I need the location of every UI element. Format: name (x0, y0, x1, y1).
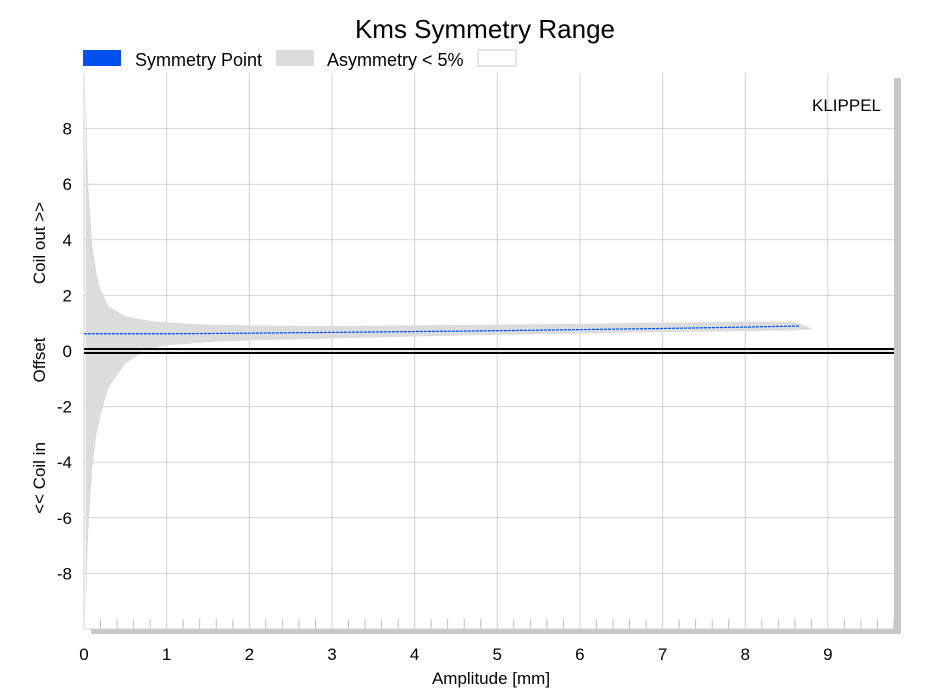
legend: Symmetry Point Asymmetry < 5% (83, 49, 517, 70)
y-tick-label-4: 0 (63, 342, 72, 361)
y-tick-labels: 8 6 4 2 0 -2 -4 -6 -8 (57, 120, 72, 584)
y-tick-label-3: 2 (63, 286, 72, 305)
legend-label-symmetry-point: Symmetry Point (135, 50, 262, 70)
x-tick-label-2: 2 (245, 645, 254, 664)
y-tick-label-2: 4 (63, 231, 72, 250)
x-tick-label-9: 9 (823, 645, 832, 664)
minor-ticks (100, 619, 895, 629)
legend-label-asymmetry: Asymmetry < 5% (327, 50, 464, 70)
chart-title: Kms Symmetry Range (355, 14, 615, 44)
klippel-watermark: KLIPPEL (812, 96, 881, 115)
grid (83, 73, 894, 630)
x-tick-label-3: 3 (327, 645, 336, 664)
y-axis-label-top: Coil out >> (30, 202, 49, 284)
x-tick-label-1: 1 (162, 645, 171, 664)
x-tick-label-5: 5 (493, 645, 502, 664)
legend-swatch-asymmetry (276, 50, 314, 66)
symmetry-point-series (84, 325, 799, 335)
x-axis-label: Amplitude [mm] (432, 669, 550, 688)
y-tick-label-8: -8 (57, 564, 72, 583)
x-tick-label-6: 6 (575, 645, 584, 664)
zero-line (84, 348, 894, 354)
x-tick-label-8: 8 (740, 645, 749, 664)
legend-swatch-symmetry-point (83, 50, 121, 66)
y-axis-label-middle: Offset (30, 337, 49, 382)
x-tick-labels: 0 1 2 3 4 5 6 7 8 9 (79, 645, 832, 664)
y-tick-label-7: -6 (57, 509, 72, 528)
legend-swatch-empty (477, 49, 517, 67)
x-tick-label-0: 0 (79, 645, 88, 664)
y-tick-label-5: -2 (57, 398, 72, 417)
x-tick-label-4: 4 (410, 645, 419, 664)
y-tick-label-6: -4 (57, 453, 72, 472)
y-axis-label-bottom: << Coil in (30, 442, 49, 514)
y-tick-label-0: 8 (63, 120, 72, 139)
symmetry-point-line (84, 325, 799, 335)
x-tick-label-7: 7 (658, 645, 667, 664)
y-tick-label-1: 6 (63, 175, 72, 194)
